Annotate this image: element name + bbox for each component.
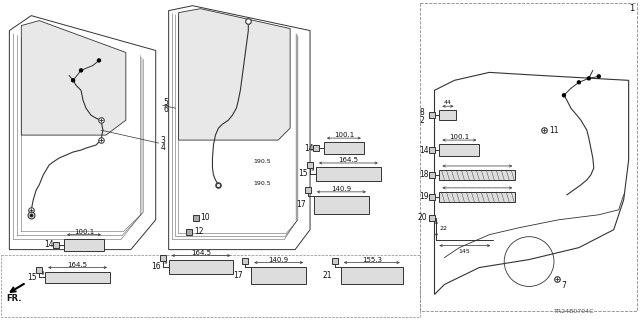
Bar (1, 255, 420, 317)
Circle shape (588, 77, 590, 80)
Text: 15: 15 (298, 169, 308, 179)
Text: 18: 18 (420, 171, 429, 180)
Bar (169, 260, 234, 274)
Text: 2: 2 (420, 116, 424, 125)
Polygon shape (10, 16, 156, 250)
Text: 14: 14 (304, 144, 314, 153)
Text: 190.5: 190.5 (253, 159, 271, 164)
Text: 4: 4 (161, 142, 166, 152)
Circle shape (97, 59, 100, 62)
Circle shape (597, 75, 600, 78)
Text: 19: 19 (420, 192, 429, 201)
Bar (440, 192, 515, 202)
Polygon shape (179, 9, 290, 140)
Text: 7: 7 (561, 281, 566, 290)
Text: 145: 145 (458, 249, 470, 254)
Text: 100.1: 100.1 (74, 229, 94, 235)
Text: 22: 22 (440, 226, 447, 231)
Circle shape (563, 94, 565, 97)
Text: 12: 12 (195, 227, 204, 236)
Circle shape (577, 81, 580, 84)
Text: 3: 3 (161, 136, 166, 145)
Text: 44: 44 (444, 100, 451, 105)
Text: 11: 11 (549, 126, 559, 135)
Bar (252, 267, 306, 284)
Circle shape (72, 79, 75, 82)
Text: 155.3: 155.3 (362, 257, 382, 263)
Text: 14: 14 (44, 240, 54, 249)
Circle shape (79, 69, 83, 72)
Text: 100.1: 100.1 (449, 134, 470, 140)
Text: 9: 9 (40, 271, 44, 276)
Text: 9: 9 (311, 167, 314, 172)
Text: 5: 5 (164, 98, 168, 107)
Polygon shape (435, 72, 628, 294)
Text: TR24B0704C: TR24B0704C (554, 309, 595, 314)
Bar (314, 196, 369, 214)
Bar (324, 142, 364, 154)
Text: 9: 9 (164, 260, 167, 265)
Text: 17: 17 (234, 271, 243, 280)
Bar (64, 239, 104, 251)
Bar (440, 170, 515, 180)
Text: FR.: FR. (6, 294, 22, 303)
Bar (45, 271, 110, 284)
Bar (316, 167, 381, 181)
Text: 6: 6 (164, 105, 168, 114)
Text: 20: 20 (417, 213, 427, 222)
Text: 14: 14 (420, 146, 429, 155)
Text: 17: 17 (296, 200, 306, 209)
Bar (440, 110, 456, 120)
Text: 140.9: 140.9 (332, 186, 351, 192)
Text: 10: 10 (200, 213, 210, 222)
Text: 16: 16 (151, 262, 161, 271)
Text: 164.5: 164.5 (68, 261, 88, 268)
Text: 21: 21 (323, 271, 333, 280)
Bar (341, 267, 403, 284)
Text: 100.1: 100.1 (334, 132, 354, 138)
Polygon shape (169, 6, 310, 250)
Polygon shape (21, 20, 126, 135)
Text: 190.5: 190.5 (253, 181, 271, 186)
Text: 164.5: 164.5 (191, 250, 211, 256)
Text: 164.5: 164.5 (339, 157, 358, 163)
Bar (420, 3, 637, 311)
Text: 15: 15 (28, 273, 37, 282)
Text: 8: 8 (420, 108, 424, 117)
Text: 1: 1 (628, 4, 634, 13)
Bar (440, 144, 479, 156)
Text: 140.9: 140.9 (269, 257, 289, 263)
